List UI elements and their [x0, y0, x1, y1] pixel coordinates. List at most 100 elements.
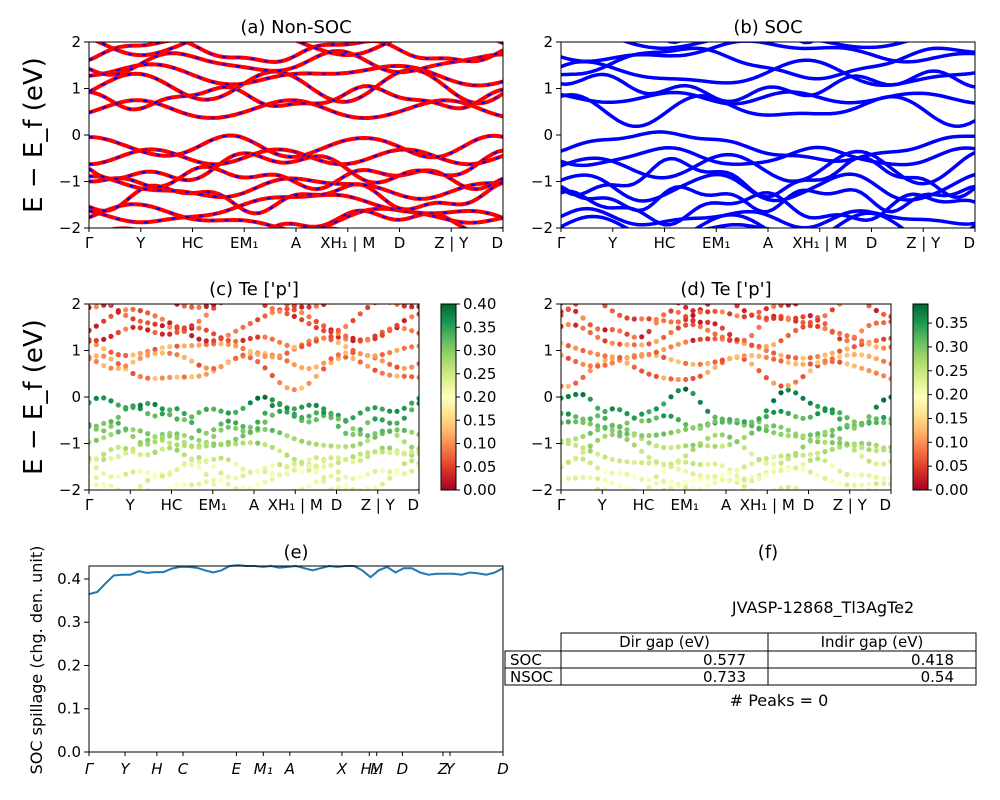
panel-d-projection-point [639, 448, 645, 454]
panel-d-projection-point [690, 317, 696, 324]
panel-c-projection-point [379, 406, 385, 412]
panel-d-projection-point [785, 456, 791, 462]
panel-d-projection-point [705, 336, 711, 342]
panel-a: (a) Non-SOC 2 1 0 −1 −2 Γ Y HC EM₁ A XH₁ | M D Z | … [19, 17, 504, 252]
panel-c-projection-point [306, 304, 312, 310]
panel-d-projection-point [580, 392, 586, 398]
panel-c-projection-point [262, 313, 268, 319]
panel-c-xticks: Γ Y HC EM₁ A XH₁ | M D Z | Y D [85, 490, 420, 514]
panel-d-projection-point [587, 396, 593, 402]
panel-c-projection-point [108, 423, 114, 429]
panel-d-projection-point [668, 308, 674, 314]
panel-d-projection-point [851, 363, 857, 369]
panel-c-projection-point [277, 430, 283, 436]
panel-b-band-line [561, 42, 975, 64]
panel-d-projection-point [668, 461, 674, 467]
panel-c-projection-point [269, 402, 275, 409]
panel-c-projection-point [401, 373, 407, 379]
panel-c-projection-point [225, 481, 231, 487]
panel-d-xtick-label: Z | Y [833, 496, 868, 514]
panel-c-projection-point [115, 365, 121, 371]
panel-d-projection-point [763, 408, 769, 414]
panel-d-projection-point [624, 331, 630, 337]
panel-d-projection-point [697, 336, 703, 342]
panel-c-projection-point [306, 440, 312, 446]
panel-d-projection-point [661, 318, 667, 324]
panel-c-projection-point [181, 374, 187, 380]
panel-c-xtick-label: XH₁ | M [268, 496, 323, 514]
panel-c-projection-point [203, 341, 209, 348]
panel-d-projection-point [829, 427, 835, 433]
panel-d-projection-point [829, 307, 835, 313]
panel-d-projection-point [712, 418, 718, 424]
panel-c-projection-point [357, 337, 363, 343]
panel-c-projection-point [255, 395, 261, 401]
panel-c-projection-point [357, 458, 363, 464]
panel-d-projection-point [580, 361, 586, 367]
panel-d-projection-point [668, 329, 674, 336]
panel-c-projection-point [130, 306, 136, 312]
panel-c-colorbar-label: 0.35 [463, 318, 496, 336]
panel-c-projection-point [211, 304, 217, 308]
panel-c-projection-point [145, 348, 151, 354]
panel-d-projection-point [653, 432, 659, 438]
panel-d-projection-point [888, 344, 891, 350]
panel-c-projection-point [123, 307, 129, 313]
panel-b-band-line [561, 206, 975, 228]
panel-c-projection-point [174, 352, 180, 358]
panel-d-projection-point [778, 352, 784, 358]
panel-d-projection-point [675, 325, 681, 331]
panel-c-projection-point [240, 324, 246, 330]
panel-c-projection-point [247, 400, 253, 406]
panel-c-projection-point [93, 437, 99, 443]
panel-d-projection-point [741, 477, 747, 483]
panel-d-projection-point [815, 297, 820, 302]
panel-d-projection-point [866, 488, 872, 490]
panel-c-projection-point [181, 417, 187, 423]
panel-c-projection-point [328, 356, 334, 362]
panel-d-projection-point [566, 298, 571, 303]
panel-d-projection-point [771, 454, 777, 460]
panel-d-projection-point [727, 416, 733, 423]
panel-c-projection-point [409, 304, 415, 310]
panel-d-projection-point [873, 344, 879, 350]
panel-d-projection-point [705, 483, 711, 489]
panel-c-projection-point [350, 426, 356, 432]
panel-c-projection-point [108, 474, 114, 480]
panel-d-projection-point [763, 375, 769, 381]
panel-d-projection-point [609, 360, 615, 366]
panel-c-projection-point [152, 401, 158, 408]
panel-d-projection-point [631, 334, 637, 340]
panel-d-projection-point [800, 395, 806, 401]
panel-c-projection-point [328, 455, 334, 461]
panel-d-projection-point [888, 361, 891, 367]
panel-c-projection-point [255, 426, 261, 432]
panel-d-projection-point [661, 401, 667, 407]
panel-d-projection-point [793, 355, 799, 361]
panel-c-projection-point [115, 453, 121, 460]
panel-d-projection-point [888, 458, 891, 465]
panel-c-projection-point [101, 451, 107, 457]
panel-d-projection-point [683, 360, 689, 366]
panel-d-projection-point [595, 437, 601, 443]
panel-d-projection-point [561, 352, 564, 358]
panel-d-projection-point [631, 432, 637, 438]
panel-d-projection-point [609, 456, 615, 462]
panel-c-projection-point [159, 411, 165, 417]
panel-c-projection-point [313, 455, 319, 461]
panel-d-projection-point [639, 460, 645, 466]
panel-d-projection-point [587, 322, 593, 328]
panel-d-projection-point [763, 423, 769, 429]
panel-d-projection-point [675, 309, 681, 315]
panel-c-projection-point [350, 476, 356, 482]
panel-c-xtick-label: HC [161, 496, 183, 514]
panel-d-projection-point [690, 375, 696, 382]
panel-d-projection-point [837, 304, 843, 307]
panel-c-projection-point [284, 409, 290, 415]
panel-c-projection-point [145, 320, 151, 326]
panel-c-projection-point [101, 420, 107, 427]
panel-a-frame [88, 41, 504, 229]
panel-c-projection-point [328, 443, 334, 449]
panel-d-projection-point [807, 469, 813, 475]
panel-d-projection-point [712, 461, 718, 467]
